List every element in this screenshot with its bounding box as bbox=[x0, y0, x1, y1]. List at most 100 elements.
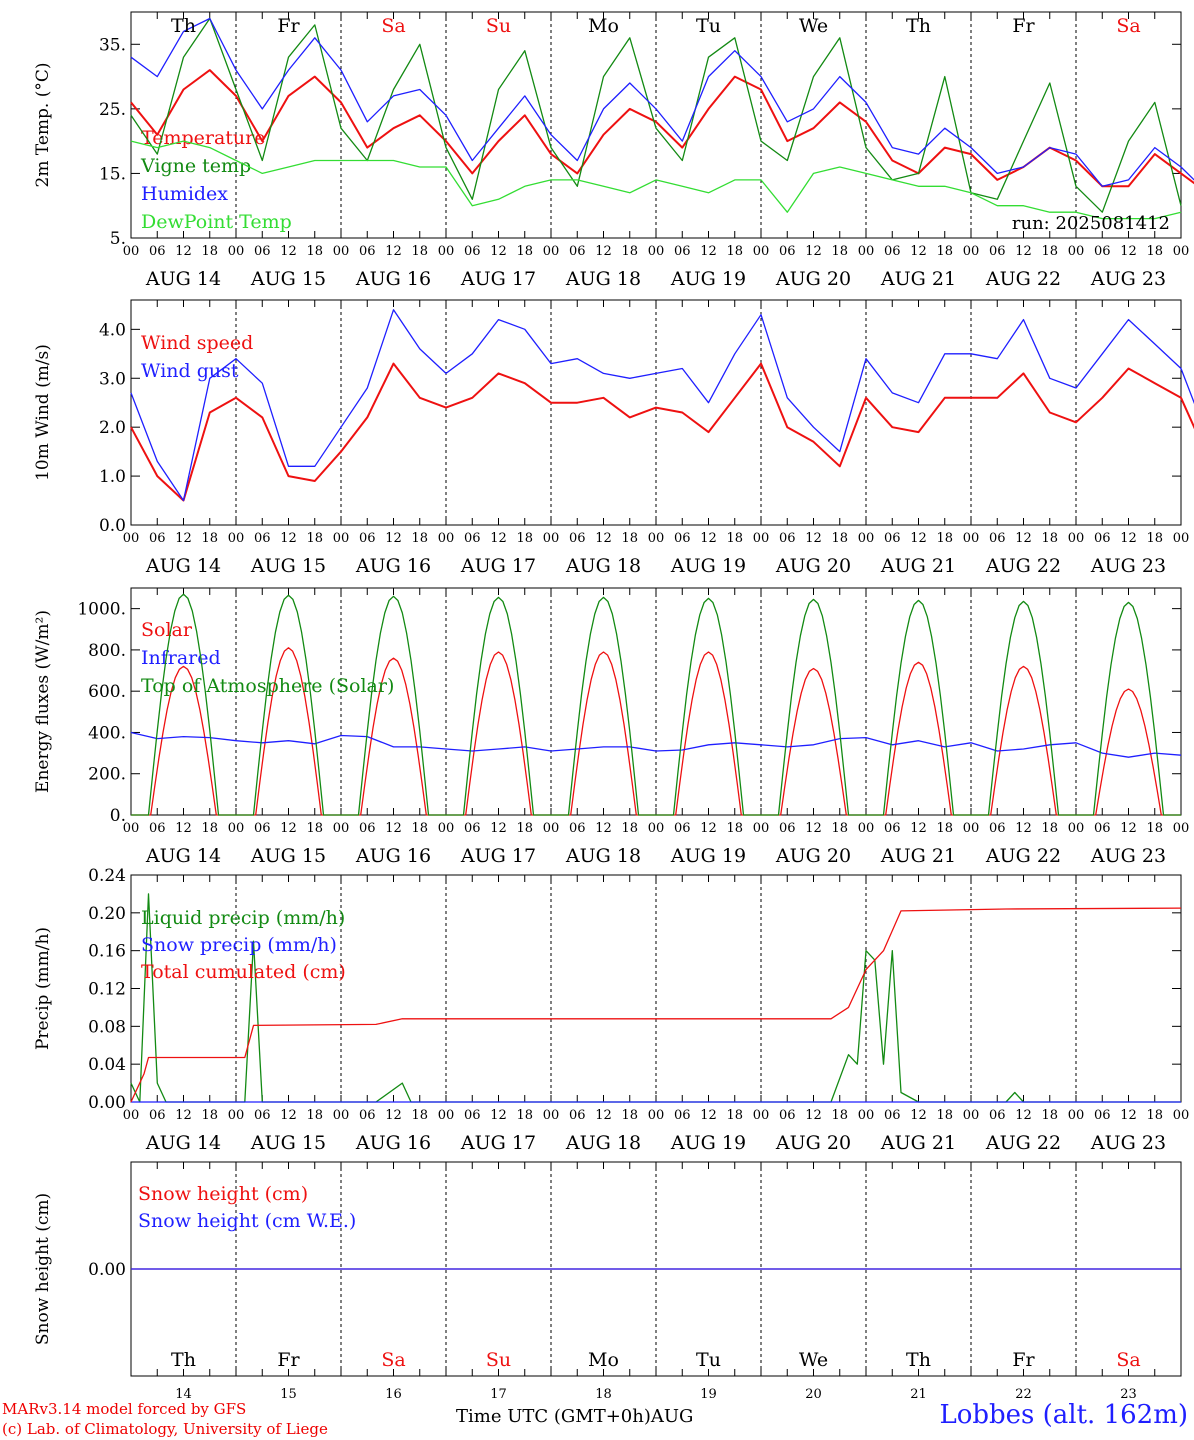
x-hour-label: 12 bbox=[910, 244, 927, 259]
x-date-label: AUG 22 bbox=[985, 268, 1061, 290]
y-tick-label: 600. bbox=[88, 682, 126, 702]
y-tick-label: 3.0 bbox=[99, 369, 126, 389]
x-date-label: AUG 19 bbox=[670, 268, 746, 290]
x-hour-label: 12 bbox=[1015, 244, 1032, 259]
x-date-label: AUG 20 bbox=[775, 555, 851, 577]
x-hour-label: 18 bbox=[411, 821, 428, 836]
x-hour-label: 18 bbox=[831, 1108, 848, 1123]
x-hour-label: 00 bbox=[123, 531, 140, 546]
weekday-label: Fr bbox=[1012, 1349, 1035, 1371]
x-hour-label: 00 bbox=[858, 1108, 875, 1123]
meteogram-plot: 5. 15. 25. 35. 2m Temp. (°C) 00 06 12 18 AUG 14 00… bbox=[33, 11, 1194, 1402]
x-hour-label: 18 bbox=[201, 821, 218, 836]
x-date-label: AUG 14 bbox=[145, 1132, 221, 1154]
x-hour-label: 12 bbox=[1015, 1108, 1032, 1123]
day-number-label: 18 bbox=[595, 1387, 612, 1400]
x-hour-label: 00 bbox=[1173, 244, 1190, 259]
x-hour-label: 18 bbox=[201, 244, 218, 259]
x-date-label: AUG 16 bbox=[355, 1132, 431, 1154]
x-hour-label: 06 bbox=[989, 244, 1006, 259]
weekday-label: Su bbox=[486, 1349, 511, 1371]
x-hour-label: 12 bbox=[175, 531, 192, 546]
weekday-label: Mo bbox=[588, 15, 619, 37]
x-date-label: AUG 16 bbox=[355, 555, 431, 577]
y-tick-label: 0. bbox=[110, 806, 126, 826]
legend-entry: Infrared bbox=[141, 647, 221, 669]
x-hour-label: 12 bbox=[385, 1108, 402, 1123]
y-tick-label: 0.16 bbox=[88, 942, 126, 962]
x-hour-label: 06 bbox=[464, 1108, 481, 1123]
x-hour-label: 06 bbox=[254, 244, 271, 259]
x-hour-label: 18 bbox=[411, 531, 428, 546]
x-hour-label: 18 bbox=[306, 244, 323, 259]
x-hour-label: 00 bbox=[1068, 1108, 1085, 1123]
x-axis-title-text: Time UTC (GMT+0h) bbox=[456, 1406, 651, 1427]
run-label: run: 2025081412 bbox=[1012, 213, 1170, 234]
y-tick-label: 0.00 bbox=[88, 1260, 126, 1280]
day-number-label: 21 bbox=[910, 1387, 927, 1400]
x-hour-label: 12 bbox=[385, 244, 402, 259]
x-date-label: AUG 22 bbox=[985, 1132, 1061, 1154]
x-hour-label: 06 bbox=[464, 821, 481, 836]
x-date-label: AUG 19 bbox=[670, 1132, 746, 1154]
x-hour-label: 00 bbox=[438, 821, 455, 836]
x-hour-label: 06 bbox=[254, 531, 271, 546]
x-hour-label: 12 bbox=[595, 821, 612, 836]
weekday-label: Tu bbox=[696, 15, 721, 37]
x-hour-label: 06 bbox=[779, 531, 796, 546]
x-hour-label: 00 bbox=[1068, 531, 1085, 546]
x-hour-label: 18 bbox=[411, 244, 428, 259]
x-hour-label: 18 bbox=[516, 821, 533, 836]
chart-panel-5: 0.00 Snow height (cm) Snow height (cm) Snow… bbox=[33, 1161, 1182, 1402]
day-number-label: 15 bbox=[280, 1387, 297, 1400]
x-hour-label: 06 bbox=[884, 244, 901, 259]
x-hour-label: 06 bbox=[359, 244, 376, 259]
x-date-label: AUG 17 bbox=[460, 1132, 536, 1154]
x-hour-label: 00 bbox=[333, 531, 350, 546]
weekday-label: Fr bbox=[1012, 15, 1035, 37]
x-hour-label: 18 bbox=[831, 531, 848, 546]
series-line-top-of-atmosphere-solar- bbox=[131, 593, 1181, 816]
x-hour-label: 00 bbox=[123, 821, 140, 836]
x-date-label: AUG 20 bbox=[775, 268, 851, 290]
x-hour-label: 06 bbox=[254, 1108, 271, 1123]
x-hour-label: 00 bbox=[1068, 821, 1085, 836]
x-hour-label: 06 bbox=[254, 821, 271, 836]
x-hour-label: 06 bbox=[1094, 821, 1111, 836]
x-hour-label: 00 bbox=[543, 531, 560, 546]
y-tick-label: 2.0 bbox=[99, 418, 126, 438]
x-hour-label: 18 bbox=[936, 531, 953, 546]
x-hour-label: 00 bbox=[648, 821, 665, 836]
plot-frame bbox=[130, 299, 1182, 526]
y-tick-label: 15. bbox=[99, 164, 126, 184]
series-line-total-cumulated-cm- bbox=[130, 907, 1182, 1103]
legend-entry: Snow height (cm) bbox=[138, 1183, 308, 1205]
x-hour-label: 00 bbox=[1173, 1108, 1190, 1123]
x-hour-label: 12 bbox=[280, 244, 297, 259]
y-tick-label: 400. bbox=[88, 723, 126, 743]
x-hour-label: 00 bbox=[1173, 821, 1190, 836]
x-date-label: AUG 20 bbox=[775, 1132, 851, 1154]
y-tick-label: 0.12 bbox=[88, 980, 126, 1000]
y-axis-label: Snow height (cm) bbox=[33, 1193, 53, 1345]
x-hour-label: 00 bbox=[228, 531, 245, 546]
x-hour-label: 06 bbox=[674, 821, 691, 836]
x-hour-label: 06 bbox=[359, 1108, 376, 1123]
y-tick-label: 0.08 bbox=[88, 1017, 126, 1037]
x-hour-label: 00 bbox=[438, 244, 455, 259]
x-date-label: AUG 21 bbox=[880, 845, 956, 867]
chart-panel-3: 0. 200. 400. 600. 800. 1000. Energy fluxes (W/… bbox=[33, 587, 1190, 867]
x-hour-label: 12 bbox=[385, 531, 402, 546]
x-hour-label: 06 bbox=[779, 821, 796, 836]
x-hour-label: 18 bbox=[1041, 531, 1058, 546]
x-date-label: AUG 21 bbox=[880, 268, 956, 290]
x-date-label: AUG 15 bbox=[250, 845, 326, 867]
x-hour-label: 06 bbox=[569, 821, 586, 836]
weekday-label: Tu bbox=[696, 1349, 721, 1371]
x-date-label: AUG 21 bbox=[880, 1132, 956, 1154]
x-hour-label: 18 bbox=[1146, 1108, 1163, 1123]
y-tick-label: 0.04 bbox=[88, 1055, 126, 1075]
x-date-label: AUG 21 bbox=[880, 555, 956, 577]
series-line-dewpoint-temp bbox=[130, 140, 1182, 220]
